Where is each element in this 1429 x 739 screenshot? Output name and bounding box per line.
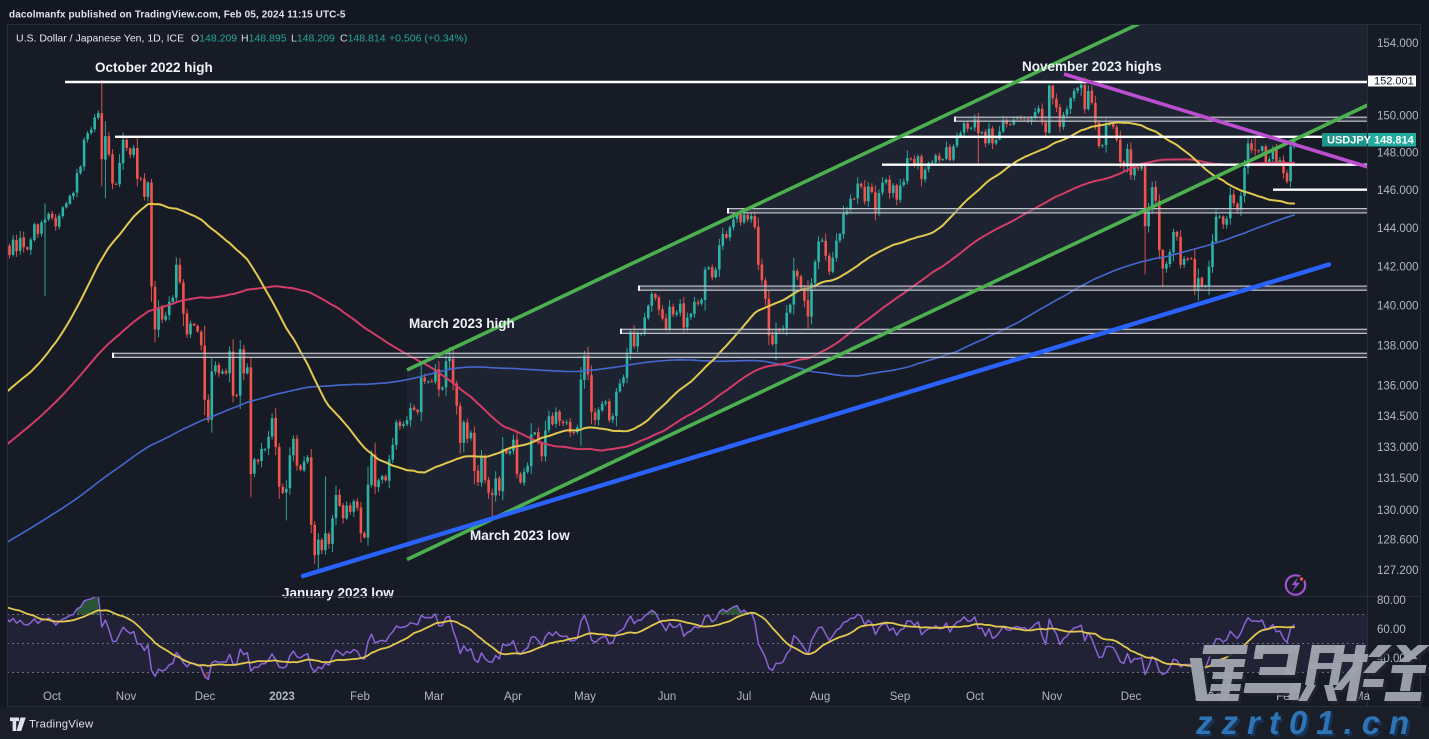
- svg-text:dacolmanfx published on Tradin: dacolmanfx published on TradingView.com,…: [9, 10, 346, 21]
- svg-text:142.000: 142.000: [1377, 262, 1419, 274]
- svg-text:148.000: 148.000: [1377, 148, 1419, 160]
- svg-text:130.000: 130.000: [1377, 505, 1419, 517]
- svg-text:Dec: Dec: [195, 691, 216, 703]
- svg-text:Dec: Dec: [1121, 691, 1142, 703]
- svg-text:Aug: Aug: [810, 691, 830, 703]
- svg-text:80.00: 80.00: [1377, 595, 1406, 607]
- svg-text:U.S. Dollar / Japanese Yen, 1D: U.S. Dollar / Japanese Yen, 1D, ICE: [16, 33, 184, 45]
- svg-text:Nov: Nov: [116, 691, 137, 703]
- svg-text:C148.814: C148.814: [340, 33, 386, 45]
- svg-text:November 2023 highs: November 2023 highs: [1022, 59, 1162, 74]
- svg-text:144.000: 144.000: [1377, 223, 1419, 235]
- svg-text:146.000: 146.000: [1377, 185, 1419, 197]
- svg-text:134.500: 134.500: [1377, 411, 1419, 423]
- svg-text:H148.895: H148.895: [241, 33, 287, 45]
- svg-text:Feb: Feb: [350, 691, 370, 703]
- svg-text:Apr: Apr: [504, 691, 522, 703]
- svg-text:March 2023 low: March 2023 low: [470, 528, 570, 543]
- svg-text:zzrt01.cn: zzrt01.cn: [1195, 704, 1418, 739]
- svg-text:Jul: Jul: [737, 691, 752, 703]
- svg-text:October 2022 high: October 2022 high: [95, 60, 213, 75]
- svg-text:USDJPY: USDJPY: [1327, 135, 1372, 147]
- svg-text:O148.209: O148.209: [191, 33, 237, 45]
- svg-text:127.200: 127.200: [1377, 565, 1419, 577]
- svg-text:140.000: 140.000: [1377, 301, 1419, 313]
- svg-text:+0.506 (+0.34%): +0.506 (+0.34%): [389, 33, 467, 45]
- svg-text:Oct: Oct: [966, 691, 985, 703]
- svg-text:128.600: 128.600: [1377, 535, 1419, 547]
- svg-text:2023: 2023: [269, 691, 295, 703]
- svg-text:March 2023 high: March 2023 high: [409, 316, 515, 331]
- svg-text:zzrt01.cn: zzrt01.cn: [1198, 707, 1421, 739]
- svg-text:136.000: 136.000: [1377, 381, 1419, 393]
- svg-text:154.000: 154.000: [1377, 38, 1419, 50]
- svg-text:131.500: 131.500: [1377, 473, 1419, 485]
- svg-text:May: May: [574, 691, 596, 703]
- svg-text:L148.209: L148.209: [291, 33, 335, 45]
- svg-text:152.001: 152.001: [1374, 76, 1414, 88]
- svg-text:Mar: Mar: [424, 691, 444, 703]
- svg-text:Oct: Oct: [43, 691, 62, 703]
- svg-text:Jun: Jun: [658, 691, 677, 703]
- svg-text:138.000: 138.000: [1377, 340, 1419, 352]
- svg-text:Sep: Sep: [890, 691, 910, 703]
- svg-text:Nov: Nov: [1042, 691, 1063, 703]
- svg-text:60.00: 60.00: [1377, 624, 1406, 636]
- svg-text:133.000: 133.000: [1377, 442, 1419, 454]
- svg-text:148.814: 148.814: [1374, 135, 1415, 147]
- svg-text:150.000: 150.000: [1377, 111, 1419, 123]
- svg-text:TradingView: TradingView: [29, 719, 94, 731]
- svg-text:January 2023 low: January 2023 low: [282, 586, 394, 601]
